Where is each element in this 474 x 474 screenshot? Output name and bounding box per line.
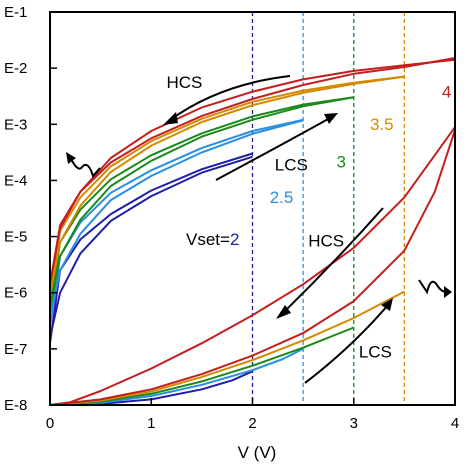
squiggle-right-head bbox=[444, 286, 452, 298]
arrow-lcs-top-head bbox=[324, 113, 338, 124]
annotation-label: LCS bbox=[275, 155, 308, 174]
annotation-label: 3 bbox=[337, 153, 346, 172]
y-tick-label: E-3 bbox=[4, 116, 27, 133]
curves bbox=[49, 57, 456, 406]
arrow-hcs-top-head bbox=[163, 112, 178, 125]
x-axis: 0 1 2 3 4 bbox=[46, 398, 459, 432]
y-axis: E-1 E-2 E-3 E-4 E-5 E-6 E-7 E-8 bbox=[4, 4, 57, 414]
annotation-label: HCS bbox=[166, 73, 202, 92]
arrow-lcs-top bbox=[215, 117, 331, 181]
x-tick-label: 2 bbox=[248, 415, 256, 432]
arrow-hcs-bottom-head bbox=[276, 305, 291, 319]
y-tick-label: E-7 bbox=[4, 341, 27, 358]
curve-vset-4-lcs-neg bbox=[49, 126, 456, 406]
arrow-lcs-bottom-head bbox=[381, 298, 393, 311]
y-tick-label: E-8 bbox=[4, 397, 27, 414]
squiggle-left-arrow bbox=[69, 156, 101, 179]
y-tick-label: E-2 bbox=[4, 60, 27, 77]
annotation-label: 3.5 bbox=[370, 115, 394, 134]
direction-arrows bbox=[66, 75, 452, 384]
curve-vset-3-lcs-pos bbox=[49, 326, 355, 406]
vset-label-prefix: Vset= bbox=[186, 230, 230, 249]
curve-vset-3-5-lcs-pos bbox=[49, 290, 405, 406]
y-tick-label: E-1 bbox=[4, 4, 27, 21]
squiggle-right-arrow bbox=[418, 279, 448, 295]
curve-vset-3-hcs-up bbox=[49, 96, 354, 310]
x-tick-label: 3 bbox=[350, 415, 358, 432]
vset-label-value: 2 bbox=[230, 230, 239, 249]
annotations: HCS LCS HCS LCS 4 3.5 3 2.5 bbox=[166, 73, 451, 361]
x-tick-label: 4 bbox=[451, 415, 459, 432]
curve-vset-3-5-hcs-up bbox=[49, 75, 405, 296]
y-tick-label: E-6 bbox=[4, 285, 27, 302]
curve-vset-2-5-lcs-pos bbox=[49, 348, 304, 406]
x-axis-label: V (V) bbox=[238, 443, 277, 462]
curve-vset-2-5-hcs-down bbox=[49, 118, 304, 327]
curve-vset-3-5-hcs-down bbox=[49, 75, 405, 296]
x-tick-label: 0 bbox=[46, 415, 54, 432]
curve-vset-4-hcs-down bbox=[49, 57, 456, 285]
y-tick-label: E-4 bbox=[4, 172, 27, 189]
annotation-label: HCS bbox=[308, 232, 344, 251]
curve-vset-2-5-hcs-up bbox=[49, 119, 304, 321]
arrow-hcs-top bbox=[169, 75, 291, 121]
arrow-hcs-bottom bbox=[282, 207, 384, 314]
annotation-label: 4 bbox=[442, 82, 451, 101]
x-tick-label: 1 bbox=[147, 415, 155, 432]
curve-vset-4-lcs-pos bbox=[49, 129, 456, 406]
y-tick-label: E-5 bbox=[4, 229, 27, 246]
annotation-label: LCS bbox=[359, 342, 392, 361]
curve-vset-2-hcs-up bbox=[49, 155, 253, 338]
arrow-lcs-bottom bbox=[304, 304, 389, 384]
squiggle-left-head bbox=[66, 152, 76, 164]
vset-label: Vset=2 bbox=[186, 230, 239, 249]
annotation-label: 2.5 bbox=[270, 188, 294, 207]
